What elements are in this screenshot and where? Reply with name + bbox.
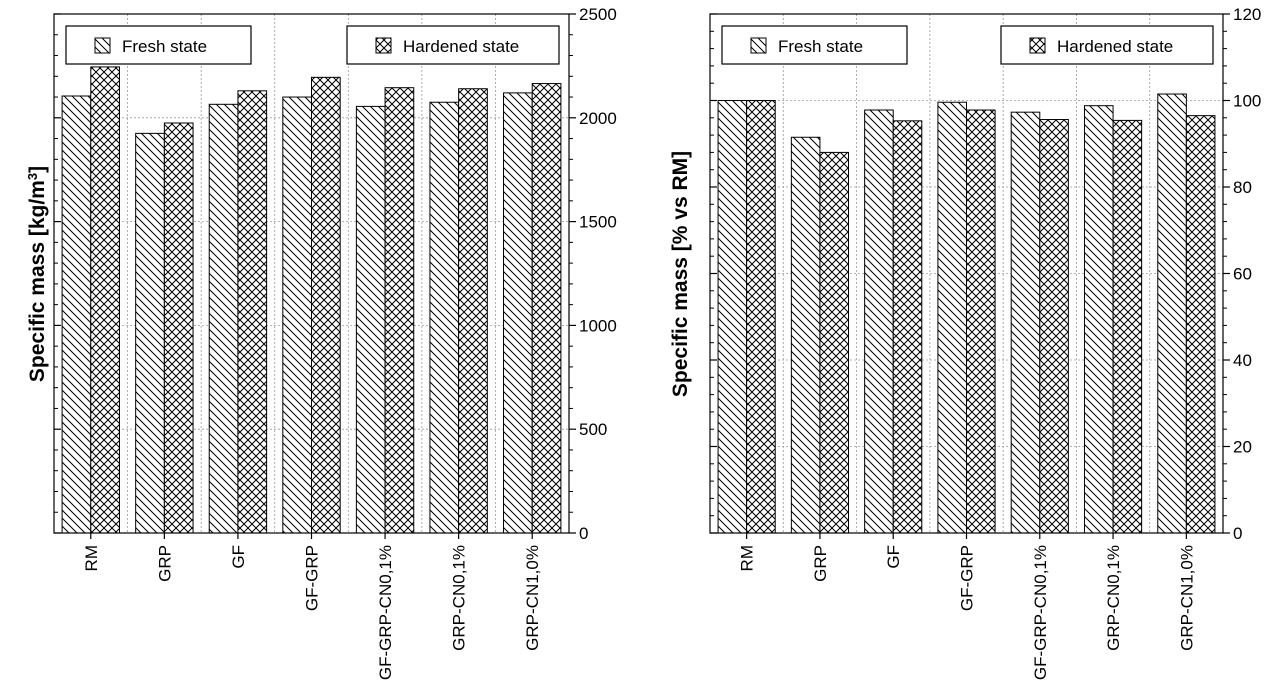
bar-hardened [1112, 119, 1143, 533]
bar-hardened [458, 88, 488, 533]
bar-fresh [282, 96, 312, 533]
axis-ticks [54, 13, 576, 539]
x-category-label: GF-GRP-CN0,1% [1031, 545, 1050, 680]
bar-fresh [790, 136, 821, 533]
bar-fresh [135, 132, 165, 533]
legend-item-hardened: Hardened state [1000, 25, 1214, 65]
legend-swatch [750, 37, 767, 54]
y-tick-label: 80 [1233, 178, 1252, 197]
legend-swatch [94, 37, 111, 54]
bar-hardened [746, 100, 776, 533]
y-axis-title-end: ] [26, 166, 49, 173]
legend-label: Hardened state [1057, 37, 1173, 56]
y-tick-label: 120 [1233, 5, 1261, 24]
bar-hardened [966, 109, 996, 533]
x-category-label: GRP-CN1,0% [523, 545, 542, 651]
x-category-label: RM [82, 545, 101, 571]
bar-fresh [355, 105, 386, 533]
legend-label: Hardened state [403, 37, 519, 56]
bar-fresh [61, 95, 92, 533]
x-category-label: GRP-CN0,1% [1104, 545, 1123, 651]
tick-labels: 0 500 1000 1500 2000 2500 RM GRP GF GF-GRP GF-GRP-… [82, 5, 617, 680]
bar-hardened [90, 66, 120, 533]
bar-fresh [864, 109, 894, 533]
x-category-label: GRP-CN0,1% [450, 545, 469, 651]
y-tick-label: 100 [1233, 92, 1261, 111]
y-tick-label: 500 [579, 420, 607, 439]
bars [61, 66, 562, 533]
plot-frame [709, 13, 1224, 534]
chart-specific-mass-percent: Specific mass [% vs RM] 0 20 40 60 80 100 120 R… [669, 5, 1261, 680]
bar-hardened [531, 83, 562, 533]
bar-hardened [819, 151, 850, 533]
tick-labels: 0 20 40 60 80 100 120 RM GRP GF GF-GRP GF-GRP-CN0,1… [738, 5, 1262, 680]
y-tick-label: 2000 [579, 109, 617, 128]
x-category-label: GF-GRP-CN0,1% [376, 545, 395, 680]
x-category-label: GF [229, 545, 248, 569]
y-axis-title-main: Specific mass [% vs RM] [669, 151, 692, 397]
y-tick-label: 0 [1233, 524, 1242, 543]
y-tick-label: 0 [579, 524, 588, 543]
legend-item-fresh: Fresh state [65, 25, 252, 65]
bar-hardened [163, 122, 194, 533]
x-category-label: RM [738, 545, 757, 571]
y-tick-label: 1000 [579, 316, 617, 335]
legend-label: Fresh state [122, 37, 207, 56]
bar-fresh [208, 103, 239, 533]
y-tick-label: 60 [1233, 265, 1252, 284]
bar-hardened [1185, 115, 1216, 533]
bar-hardened [311, 76, 341, 533]
bar-fresh [717, 100, 748, 533]
y-axis-title: Specific mass [kg/m3] [25, 166, 50, 382]
bar-fresh [429, 101, 460, 533]
bar-hardened [237, 90, 268, 533]
x-category-label: GRP [155, 545, 174, 582]
legend-item-fresh: Fresh state [721, 25, 908, 65]
bar-fresh [1157, 93, 1187, 533]
legend-swatch [375, 37, 392, 54]
y-tick-label: 2500 [579, 5, 617, 24]
y-axis-title: Specific mass [% vs RM] [669, 151, 692, 397]
bar-fresh [1083, 105, 1114, 533]
legend: Fresh state Hardened state [721, 25, 1214, 65]
y-tick-label: 20 [1233, 438, 1252, 457]
bar-fresh [937, 101, 968, 533]
legend: Fresh state Hardened state [65, 25, 560, 65]
plot-frame [53, 13, 570, 534]
x-category-label: GRP [811, 545, 830, 582]
x-category-label: GF-GRP [303, 545, 322, 611]
y-axis-title-main: Specific mass [kg/m [26, 180, 49, 382]
x-category-label: GF [884, 545, 903, 569]
y-tick-label: 1500 [579, 213, 617, 232]
bar-hardened [1039, 119, 1069, 533]
x-category-label: GRP-CN1,0% [1177, 545, 1196, 651]
y-axis-title-sup: 3 [25, 173, 40, 180]
chart-specific-mass-kg: Specific mass [kg/m3] 0 500 1000 1500 2000 25… [25, 5, 617, 680]
bars [717, 93, 1216, 533]
bar-fresh [1010, 111, 1041, 533]
bar-hardened [384, 87, 415, 533]
x-category-label: GF-GRP [958, 545, 977, 611]
y-tick-label: 40 [1233, 351, 1252, 370]
bar-hardened [892, 120, 923, 533]
legend-swatch [1029, 37, 1046, 54]
bar-fresh [503, 92, 533, 533]
legend-item-hardened: Hardened state [346, 25, 560, 65]
legend-label: Fresh state [778, 37, 863, 56]
axis-ticks [710, 13, 1230, 539]
